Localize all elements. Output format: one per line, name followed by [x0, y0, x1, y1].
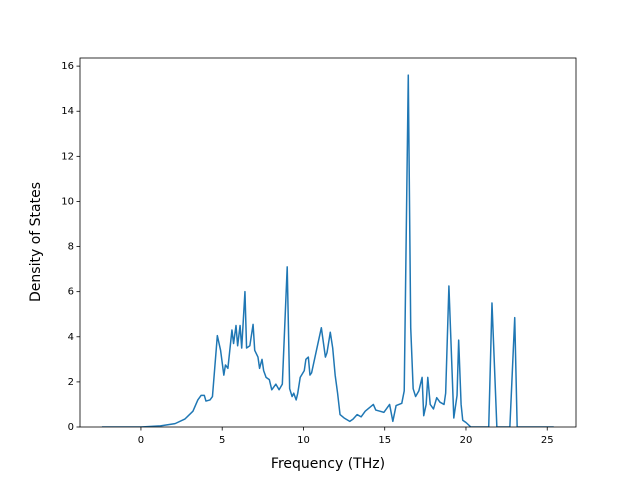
line	[101, 74, 554, 427]
y-tick-label: 16	[61, 61, 74, 72]
y-tick-label: 12	[61, 151, 74, 162]
x-tick-label: 15	[378, 435, 391, 446]
y-tick-label: 8	[68, 242, 74, 253]
x-tick-label: 10	[297, 435, 310, 446]
y-tick-label: 0	[68, 422, 74, 433]
y-tick-label: 6	[68, 287, 74, 298]
y-tick-label: 4	[68, 332, 74, 343]
y-tick-label: 10	[61, 196, 74, 207]
plot-frame	[79, 57, 577, 428]
y-tick-label: 2	[68, 377, 74, 388]
x-tick-label: 0	[138, 435, 144, 446]
x-tick-label: 25	[541, 435, 554, 446]
x-tick-label: 5	[219, 435, 225, 446]
y-axis-label: Density of States	[28, 182, 44, 302]
x-axis-label: Frequency (THz)	[271, 456, 385, 472]
y-tick-label: 14	[61, 106, 74, 117]
x-tick-label: 20	[460, 435, 473, 446]
